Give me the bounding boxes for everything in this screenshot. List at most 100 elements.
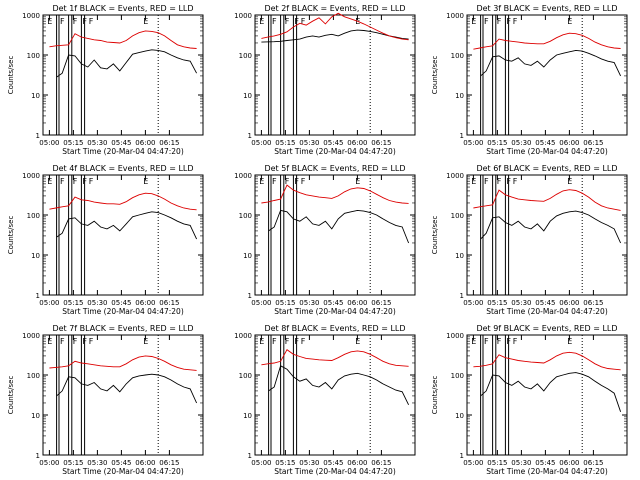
lld-series-line [49, 192, 197, 211]
interval-marker: F [294, 17, 299, 26]
x-tick-label: 06:00 [347, 139, 367, 147]
x-tick-label: 06:00 [559, 299, 579, 307]
x-tick-label: 05:15 [63, 139, 83, 147]
x-tick-label: 05:45 [111, 299, 131, 307]
y-tick-label: 1000 [22, 332, 40, 340]
interval-marker: E [259, 177, 264, 186]
y-tick-label: 10 [455, 92, 464, 100]
x-tick-label: 05:30 [511, 299, 531, 307]
interval-marker: F [73, 17, 78, 26]
x-tick-label: 05:45 [111, 459, 131, 467]
lld-series-line [261, 184, 409, 204]
x-tick-label: 06:00 [559, 139, 579, 147]
x-tick-label: 05:00 [39, 299, 59, 307]
interval-marker: F [497, 177, 502, 186]
y-axis-label: Counts/sec [431, 216, 439, 255]
plot-frame [42, 334, 204, 456]
interval-marker: F [60, 337, 65, 346]
x-tick-label: 05:45 [535, 459, 555, 467]
x-tick-label: 06:00 [347, 299, 367, 307]
y-tick-label: 1000 [234, 332, 252, 340]
x-tick-label: 06:15 [371, 299, 391, 307]
x-axis-label: Start Time (20-Mar-04 04:47:20) [274, 307, 396, 316]
x-tick-label: 05:00 [251, 459, 271, 467]
panel-title: Det 2f BLACK = Events, RED = LLD [264, 4, 405, 13]
interval-marker: E [259, 337, 264, 346]
panel-title: Det 4f BLACK = Events, RED = LLD [52, 164, 193, 173]
x-tick-label: 06:15 [583, 139, 603, 147]
events-series-line [56, 373, 198, 404]
x-tick-label: 06:00 [347, 459, 367, 467]
x-tick-label: 05:45 [323, 459, 343, 467]
interval-marker: F [506, 337, 511, 346]
x-tick-label: 05:15 [275, 139, 295, 147]
y-tick-label: 100 [27, 372, 40, 380]
interval-marker: F [82, 17, 87, 26]
interval-marker: F [294, 337, 299, 346]
x-tick-label: 06:00 [559, 459, 579, 467]
interval-marker: F [506, 177, 511, 186]
x-tick-label: 05:00 [463, 299, 483, 307]
panel-det-1: Det 1f BLACK = Events, RED = LLD Counts/s… [7, 4, 204, 156]
y-tick-label: 1 [248, 132, 252, 140]
y-tick-label: 100 [451, 52, 464, 60]
x-tick-label: 05:15 [63, 299, 83, 307]
x-tick-label: 06:00 [135, 299, 155, 307]
interval-marker: E [355, 337, 360, 346]
interval-marker: F [60, 17, 65, 26]
lld-series-line [473, 32, 621, 50]
panel-title: Det 3f BLACK = Events, RED = LLD [476, 4, 617, 13]
y-tick-label: 10 [31, 412, 40, 420]
interval-marker: F [497, 337, 502, 346]
y-tick-label: 100 [451, 212, 464, 220]
x-axis-label: Start Time (20-Mar-04 04:47:20) [486, 147, 608, 156]
y-tick-label: 1 [460, 132, 464, 140]
panel-title: Det 1f BLACK = Events, RED = LLD [52, 4, 193, 13]
x-tick-label: 05:45 [535, 299, 555, 307]
interval-marker: E [355, 177, 360, 186]
y-tick-label: 1000 [234, 12, 252, 20]
y-tick-label: 1 [460, 452, 464, 460]
x-tick-label: 05:30 [511, 459, 531, 467]
y-tick-label: 100 [239, 212, 252, 220]
y-axis-label: Counts/sec [7, 376, 15, 415]
y-tick-label: 10 [243, 412, 252, 420]
x-tick-label: 06:15 [371, 459, 391, 467]
y-tick-label: 1000 [22, 172, 40, 180]
y-tick-label: 100 [239, 52, 252, 60]
x-tick-label: 05:15 [275, 459, 295, 467]
x-tick-label: 05:30 [299, 299, 319, 307]
y-tick-label: 10 [243, 92, 252, 100]
interval-marker: F [294, 177, 299, 186]
x-tick-label: 05:00 [463, 459, 483, 467]
x-tick-label: 05:30 [299, 459, 319, 467]
panel-det-8: Det 8f BLACK = Events, RED = LLD 1 10 100 10… [234, 324, 416, 476]
lld-series-line [49, 355, 197, 371]
interval-marker: F [272, 337, 277, 346]
interval-marker: F [484, 17, 489, 26]
interval-marker: F [285, 17, 290, 26]
x-tick-label: 06:15 [583, 299, 603, 307]
y-tick-label: 100 [27, 52, 40, 60]
events-series-line [268, 365, 410, 405]
panel-det-2: Det 2f BLACK = Events, RED = LLD 1 10 100 10… [234, 4, 416, 156]
lld-series-line [261, 12, 409, 41]
panel-title: Det 9f BLACK = Events, RED = LLD [476, 324, 617, 333]
y-tick-label: 1000 [446, 12, 464, 20]
x-tick-label: 06:15 [583, 459, 603, 467]
interval-marker: E [47, 17, 52, 26]
lld-series-line [473, 189, 621, 211]
plot-frame [466, 334, 628, 456]
x-tick-label: 06:00 [135, 459, 155, 467]
panel-det-4: Det 4f BLACK = Events, RED = LLD Counts/s… [7, 164, 204, 316]
events-series-line [261, 29, 409, 43]
x-tick-label: 05:15 [487, 299, 507, 307]
interval-marker: E [471, 177, 476, 186]
x-tick-label: 06:15 [159, 459, 179, 467]
interval-marker: E [143, 177, 148, 186]
panel-title: Det 8f BLACK = Events, RED = LLD [264, 324, 405, 333]
interval-marker: E [567, 337, 572, 346]
events-series-line [480, 210, 622, 244]
y-tick-label: 100 [27, 212, 40, 220]
plot-frame [254, 334, 416, 456]
